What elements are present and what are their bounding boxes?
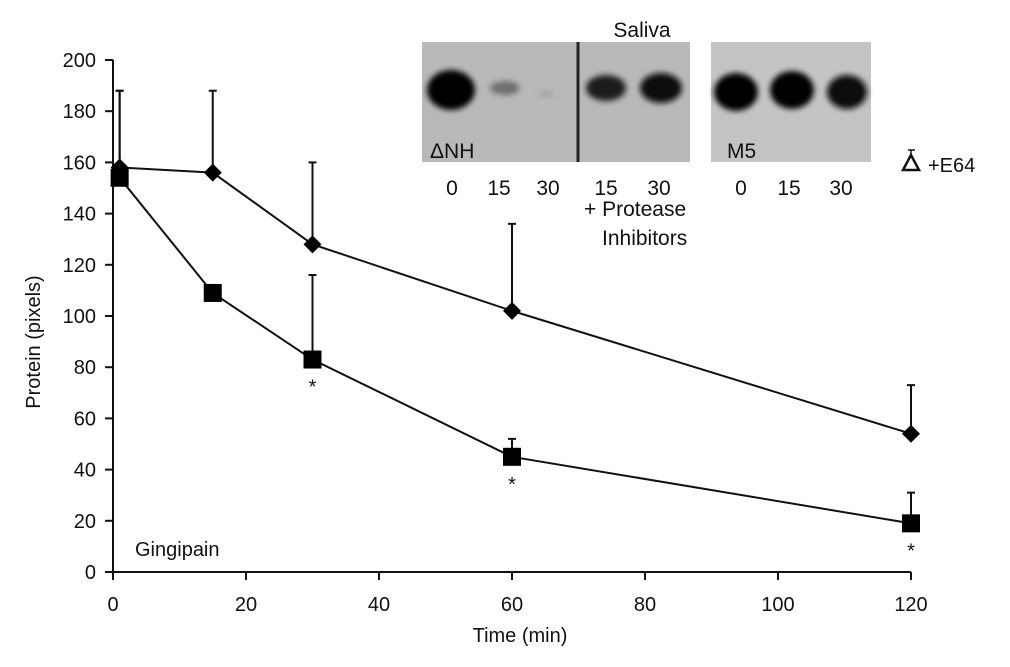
- y-tick-label: 140: [63, 204, 96, 226]
- band-m5-lane-30: [827, 75, 867, 109]
- series-square: * * *: [110, 89, 920, 562]
- y-ticks: 0 20 40 60 80 100 120 140 160 180 200: [63, 50, 113, 584]
- x-tick-label: 0: [107, 594, 118, 616]
- lane-label-left: 15: [487, 177, 510, 200]
- y-axis-label: Protein (pixels): [23, 275, 45, 408]
- band-m5-lane-15: [770, 71, 814, 109]
- square-point: [902, 514, 920, 533]
- x-tick-label: 80: [634, 594, 656, 616]
- y-tick-label: 60: [74, 408, 96, 430]
- y-tick-label: 180: [63, 101, 96, 123]
- left-blot-label: ΔNH: [430, 140, 474, 163]
- y-tick-label: 40: [74, 460, 96, 482]
- left-blot: ΔNH: [422, 42, 690, 163]
- band-lane-0: [427, 70, 475, 110]
- square-point: [110, 168, 129, 187]
- e64-legend: +E64: [900, 149, 975, 177]
- diamond-point: [902, 424, 920, 443]
- series-diamond: [110, 89, 920, 443]
- lane-label-left: 30: [536, 177, 559, 200]
- y-tick-label: 120: [63, 255, 96, 277]
- lane-labels: 0 15 30 15 30 0 15 30: [446, 177, 853, 200]
- series-line: [119, 166, 912, 435]
- series-line: [118, 177, 912, 525]
- y-tick-label: 100: [63, 306, 96, 328]
- band-lane-30: [538, 91, 554, 97]
- y-tick-label: 80: [74, 357, 96, 379]
- right-blot-label: M5: [727, 140, 756, 163]
- x-tick-label: 100: [761, 594, 794, 616]
- lane-label-right: 15: [777, 177, 800, 200]
- square-point: [203, 283, 222, 302]
- square-point: [303, 350, 322, 369]
- x-axis-label: Time (min): [473, 625, 568, 647]
- x-tick-label: 40: [368, 594, 390, 616]
- band-lane-15-inhib: [586, 75, 626, 101]
- e64-label: +E64: [928, 155, 975, 177]
- band-lane-30-inhib: [640, 73, 682, 103]
- y-tick-label: 0: [85, 562, 96, 584]
- y-tick-label: 20: [74, 511, 96, 533]
- right-blot: M5: [711, 42, 871, 163]
- y-tick-label: 160: [63, 152, 96, 174]
- inhibitor-note-line2: Inhibitors: [602, 227, 687, 250]
- gel-inset: Saliva ΔNH M5 0 15 30 15 30 0 15 30 + Protease …: [422, 19, 871, 250]
- lane-label-left: 30: [647, 177, 670, 200]
- significance-star: *: [508, 474, 516, 496]
- inset-title: Saliva: [613, 19, 671, 42]
- square-point: [503, 447, 521, 466]
- lane-label-right: 30: [829, 177, 852, 200]
- x-tick-label: 60: [501, 594, 523, 616]
- band-m5-lane-0: [714, 73, 758, 111]
- x-tick-label: 120: [894, 594, 927, 616]
- diamond-point: [503, 301, 521, 320]
- lane-label-right: 0: [735, 177, 747, 200]
- x-tick-label: 20: [235, 594, 257, 616]
- x-ticks: 0 20 40 60 80 100 120: [107, 572, 928, 616]
- axes: 0 20 40 60 80 100 120 140 160 180 200 0 20 40 60 80 100…: [63, 50, 928, 616]
- significance-star: *: [907, 540, 915, 562]
- lane-label-left: 0: [446, 177, 458, 200]
- series-layer: * * *: [110, 89, 920, 562]
- open-triangle-marker: [900, 152, 922, 172]
- diamond-point: [203, 163, 222, 182]
- gingipain-label: Gingipain: [135, 539, 220, 561]
- significance-star: *: [309, 377, 317, 399]
- band-lane-15: [490, 81, 520, 95]
- lane-label-left: 15: [594, 177, 617, 200]
- inhibitor-note-line1: + Protease: [584, 198, 686, 221]
- y-tick-label: 200: [63, 50, 96, 72]
- diamond-point: [303, 235, 322, 254]
